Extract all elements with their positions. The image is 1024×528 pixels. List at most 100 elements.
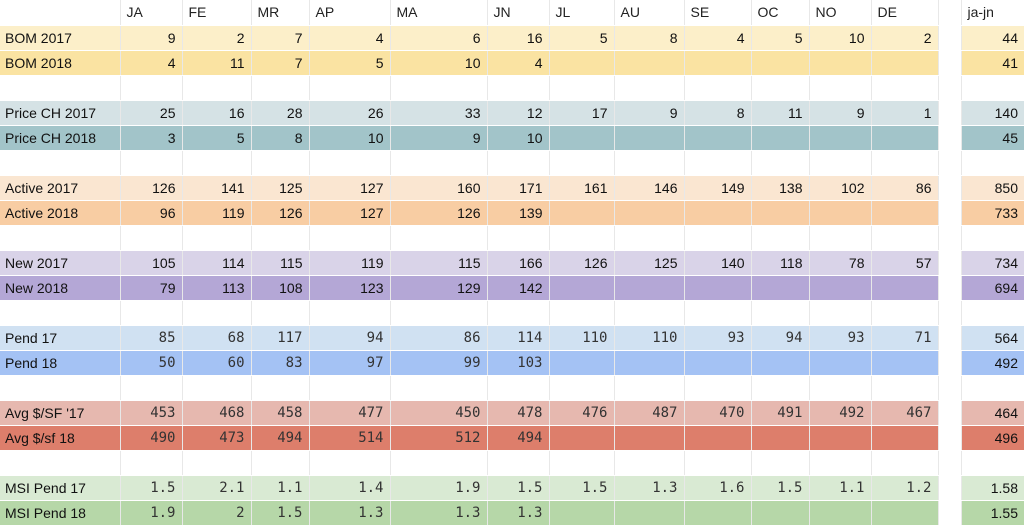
empty-cell[interactable] bbox=[960, 450, 1024, 476]
row-label-cell[interactable]: New 2018 bbox=[0, 275, 120, 301]
data-cell[interactable]: 11 bbox=[750, 100, 809, 126]
gap-cell[interactable] bbox=[937, 125, 961, 151]
data-cell[interactable] bbox=[750, 425, 809, 451]
empty-cell[interactable] bbox=[119, 75, 182, 101]
empty-cell[interactable] bbox=[750, 450, 809, 476]
row-label-cell[interactable]: New 2017 bbox=[0, 250, 120, 276]
data-cell[interactable] bbox=[613, 50, 684, 76]
data-cell[interactable]: 476 bbox=[548, 400, 614, 426]
data-cell[interactable]: 3 bbox=[119, 125, 182, 151]
empty-cell[interactable] bbox=[613, 375, 684, 401]
data-cell[interactable]: 79 bbox=[119, 275, 182, 301]
empty-cell[interactable] bbox=[308, 75, 390, 101]
empty-cell[interactable] bbox=[119, 375, 182, 401]
row-label-cell[interactable]: Avg $/SF '17 bbox=[0, 400, 120, 426]
data-cell[interactable]: 141 bbox=[181, 175, 251, 201]
empty-cell[interactable] bbox=[808, 225, 871, 251]
empty-cell[interactable] bbox=[808, 75, 871, 101]
data-cell[interactable]: 16 bbox=[486, 25, 549, 51]
data-cell[interactable]: 83 bbox=[250, 350, 309, 376]
empty-cell[interactable] bbox=[308, 450, 390, 476]
gap-cell[interactable] bbox=[937, 25, 961, 51]
data-cell[interactable]: 1.5 bbox=[250, 500, 309, 526]
data-cell[interactable]: 115 bbox=[389, 250, 487, 276]
data-cell[interactable]: 1.2 bbox=[870, 475, 938, 501]
total-cell[interactable]: 734 bbox=[960, 250, 1024, 276]
data-cell[interactable]: 5 bbox=[750, 25, 809, 51]
data-cell[interactable] bbox=[548, 200, 614, 226]
data-cell[interactable]: 514 bbox=[308, 425, 390, 451]
data-cell[interactable] bbox=[750, 50, 809, 76]
data-cell[interactable]: 1.3 bbox=[486, 500, 549, 526]
empty-cell[interactable] bbox=[250, 375, 309, 401]
data-cell[interactable]: 94 bbox=[750, 325, 809, 351]
empty-cell[interactable] bbox=[613, 300, 684, 326]
empty-cell[interactable] bbox=[308, 150, 390, 176]
empty-cell[interactable] bbox=[389, 150, 487, 176]
data-cell[interactable]: 149 bbox=[683, 175, 751, 201]
empty-cell[interactable] bbox=[486, 225, 549, 251]
header-cell-au[interactable]: AU bbox=[613, 0, 684, 26]
data-cell[interactable]: 171 bbox=[486, 175, 549, 201]
data-cell[interactable] bbox=[870, 500, 938, 526]
data-cell[interactable]: 470 bbox=[683, 400, 751, 426]
data-cell[interactable]: 1.9 bbox=[389, 475, 487, 501]
data-cell[interactable]: 1.4 bbox=[308, 475, 390, 501]
data-cell[interactable]: 114 bbox=[486, 325, 549, 351]
data-cell[interactable]: 126 bbox=[389, 200, 487, 226]
data-cell[interactable]: 125 bbox=[613, 250, 684, 276]
row-label-cell[interactable]: Price CH 2017 bbox=[0, 100, 120, 126]
data-cell[interactable] bbox=[808, 425, 871, 451]
empty-cell[interactable] bbox=[937, 225, 961, 251]
data-cell[interactable]: 105 bbox=[119, 250, 182, 276]
empty-cell[interactable] bbox=[308, 375, 390, 401]
empty-cell[interactable] bbox=[613, 75, 684, 101]
data-cell[interactable]: 78 bbox=[808, 250, 871, 276]
data-cell[interactable]: 4 bbox=[308, 25, 390, 51]
data-cell[interactable]: 491 bbox=[750, 400, 809, 426]
total-cell[interactable]: 733 bbox=[960, 200, 1024, 226]
empty-cell[interactable] bbox=[750, 225, 809, 251]
data-cell[interactable]: 126 bbox=[119, 175, 182, 201]
data-cell[interactable]: 115 bbox=[250, 250, 309, 276]
total-cell[interactable]: 694 bbox=[960, 275, 1024, 301]
data-cell[interactable]: 126 bbox=[250, 200, 309, 226]
header-cell-oc[interactable]: OC bbox=[750, 0, 809, 26]
empty-cell[interactable] bbox=[808, 450, 871, 476]
data-cell[interactable]: 10 bbox=[808, 25, 871, 51]
empty-cell[interactable] bbox=[308, 300, 390, 326]
empty-cell[interactable] bbox=[250, 225, 309, 251]
empty-cell[interactable] bbox=[389, 300, 487, 326]
total-cell[interactable]: 44 bbox=[960, 25, 1024, 51]
empty-cell[interactable] bbox=[808, 150, 871, 176]
data-cell[interactable]: 1.5 bbox=[119, 475, 182, 501]
data-cell[interactable]: 9 bbox=[119, 25, 182, 51]
data-cell[interactable]: 7 bbox=[250, 50, 309, 76]
data-cell[interactable]: 110 bbox=[548, 325, 614, 351]
data-cell[interactable]: 50 bbox=[119, 350, 182, 376]
data-cell[interactable]: 161 bbox=[548, 175, 614, 201]
data-cell[interactable]: 1.5 bbox=[486, 475, 549, 501]
header-cell-jn[interactable]: JN bbox=[486, 0, 549, 26]
data-cell[interactable] bbox=[683, 425, 751, 451]
empty-cell[interactable] bbox=[0, 75, 120, 101]
data-cell[interactable]: 1.1 bbox=[250, 475, 309, 501]
data-cell[interactable]: 71 bbox=[870, 325, 938, 351]
empty-cell[interactable] bbox=[750, 75, 809, 101]
gap-cell[interactable] bbox=[937, 500, 961, 526]
data-cell[interactable] bbox=[683, 125, 751, 151]
empty-cell[interactable] bbox=[250, 450, 309, 476]
data-cell[interactable]: 17 bbox=[548, 100, 614, 126]
total-cell[interactable]: 850 bbox=[960, 175, 1024, 201]
data-cell[interactable]: 10 bbox=[308, 125, 390, 151]
gap-cell[interactable] bbox=[937, 100, 961, 126]
data-cell[interactable]: 126 bbox=[548, 250, 614, 276]
data-cell[interactable]: 2 bbox=[181, 500, 251, 526]
empty-cell[interactable] bbox=[683, 225, 751, 251]
data-cell[interactable] bbox=[870, 275, 938, 301]
data-cell[interactable]: 468 bbox=[181, 400, 251, 426]
data-cell[interactable] bbox=[683, 50, 751, 76]
empty-cell[interactable] bbox=[613, 450, 684, 476]
total-cell[interactable]: 1.55 bbox=[960, 500, 1024, 526]
data-cell[interactable]: 86 bbox=[870, 175, 938, 201]
